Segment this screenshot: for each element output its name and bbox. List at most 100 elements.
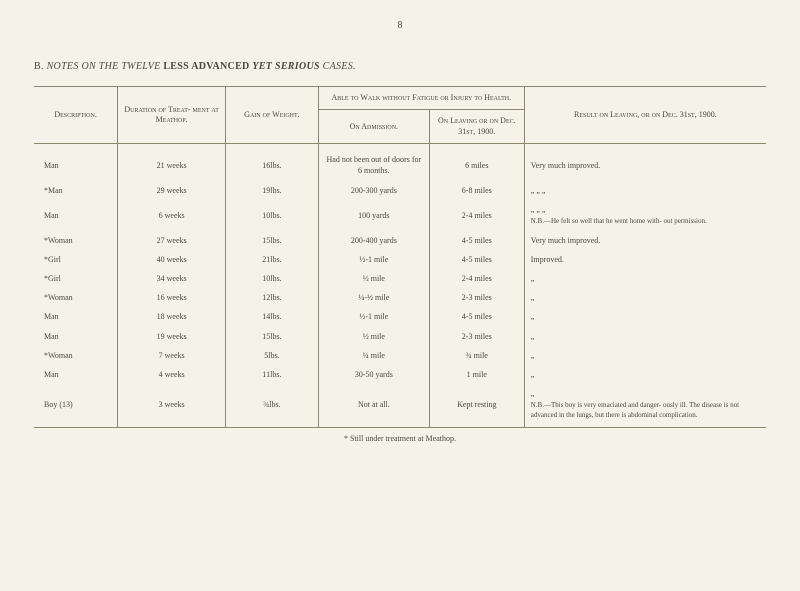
table-cell: „ bbox=[524, 327, 766, 346]
table-cell: 2-3 miles bbox=[429, 327, 524, 346]
table-cell: 4-5 miles bbox=[429, 231, 524, 250]
table-cell: 15lbs. bbox=[226, 327, 319, 346]
table-cell: 19lbs. bbox=[226, 181, 319, 200]
table-cell: „ bbox=[524, 346, 766, 365]
table-row: *Girl34 weeks10lbs.½ mile2-4 miles„ bbox=[34, 269, 766, 288]
table-row: Man6 weeks10lbs.100 yards2-4 miles„ „ „N… bbox=[34, 200, 766, 231]
table-row: *Woman27 weeks15lbs.200-400 yards4-5 mil… bbox=[34, 231, 766, 250]
table-cell: 27 weeks bbox=[118, 231, 226, 250]
col-description: Description. bbox=[34, 87, 118, 144]
table-cell: „N.B.—This boy is very emaciated and dan… bbox=[524, 384, 766, 427]
table-cell: „ „ „ bbox=[524, 181, 766, 200]
col-able: Able to Walk without Fatigue or Injury t… bbox=[318, 87, 524, 110]
table-row: Boy (13)3 weeks¾lbs.Not at all.Kept rest… bbox=[34, 384, 766, 427]
table-cell: 10lbs. bbox=[226, 200, 319, 231]
table-cell: „ bbox=[524, 365, 766, 384]
table-cell: *Girl bbox=[34, 269, 118, 288]
table-cell: 12lbs. bbox=[226, 288, 319, 307]
table-cell: „ „ „N.B.—He felt so well that he went h… bbox=[524, 200, 766, 231]
table-row: *Woman7 weeks5lbs.¼ mile¾ mile„ bbox=[34, 346, 766, 365]
table-cell: Man bbox=[34, 307, 118, 326]
table-cell: Man bbox=[34, 150, 118, 180]
table-cell: 14lbs. bbox=[226, 307, 319, 326]
table-row: Man21 weeks16lbs.Had not been out of doo… bbox=[34, 150, 766, 180]
table-cell: 34 weeks bbox=[118, 269, 226, 288]
table-cell: 1 mile bbox=[429, 365, 524, 384]
table-cell: 2-4 miles bbox=[429, 200, 524, 231]
table-cell: 10lbs. bbox=[226, 269, 319, 288]
table-cell: 16 weeks bbox=[118, 288, 226, 307]
col-gain: Gain of Weight. bbox=[226, 87, 319, 144]
title-italic-2: YET SERIOUS bbox=[252, 61, 320, 72]
table-cell: 21lbs. bbox=[226, 250, 319, 269]
table-cell: 29 weeks bbox=[118, 181, 226, 200]
table-cell: „ bbox=[524, 307, 766, 326]
section-title: B. NOTES ON THE TWELVE LESS ADVANCED YET… bbox=[34, 61, 766, 72]
table-cell: 200-300 yards bbox=[318, 181, 429, 200]
table-cell: Man bbox=[34, 200, 118, 231]
table-cell: *Woman bbox=[34, 231, 118, 250]
table-cell: Man bbox=[34, 365, 118, 384]
table-cell: ¾ mile bbox=[429, 346, 524, 365]
table-cell: ¼-½ mile bbox=[318, 288, 429, 307]
table-cell: 100 yards bbox=[318, 200, 429, 231]
title-italic-1: NOTES ON THE TWELVE bbox=[47, 61, 161, 72]
table-cell: 5lbs. bbox=[226, 346, 319, 365]
table-cell: *Man bbox=[34, 181, 118, 200]
cases-table: Description. Duration of Treat- ment at … bbox=[34, 86, 766, 428]
table-cell: 6 weeks bbox=[118, 200, 226, 231]
page-number: 8 bbox=[34, 20, 766, 31]
table-cell: 18 weeks bbox=[118, 307, 226, 326]
table-cell: ¾lbs. bbox=[226, 384, 319, 427]
table-cell: ½-1 mile bbox=[318, 307, 429, 326]
table-row: Man19 weeks15lbs.½ mile2-3 miles„ bbox=[34, 327, 766, 346]
table-cell: Very much improved. bbox=[524, 231, 766, 250]
table-cell: *Woman bbox=[34, 346, 118, 365]
table-cell: 7 weeks bbox=[118, 346, 226, 365]
table-cell: 2-3 miles bbox=[429, 288, 524, 307]
table-cell: 200-400 yards bbox=[318, 231, 429, 250]
table-cell: 6-8 miles bbox=[429, 181, 524, 200]
table-cell: *Girl bbox=[34, 250, 118, 269]
table-cell: 2-4 miles bbox=[429, 269, 524, 288]
table-cell: *Woman bbox=[34, 288, 118, 307]
table-row: *Woman16 weeks12lbs.¼-½ mile2-3 miles„ bbox=[34, 288, 766, 307]
title-bold: LESS ADVANCED bbox=[161, 61, 253, 72]
table-cell: 4-5 miles bbox=[429, 250, 524, 269]
title-prefix: B. bbox=[34, 61, 47, 72]
table-cell: Very much improved. bbox=[524, 150, 766, 180]
col-leaving: On Leaving or on Dec. 31st, 1900. bbox=[429, 110, 524, 144]
table-cell: 6 miles bbox=[429, 150, 524, 180]
table-cell: Had not been out of doors for 6 months. bbox=[318, 150, 429, 180]
table-cell: Man bbox=[34, 327, 118, 346]
table-row: *Man29 weeks19lbs.200-300 yards6-8 miles… bbox=[34, 181, 766, 200]
table-cell: 40 weeks bbox=[118, 250, 226, 269]
table-cell: ½ mile bbox=[318, 269, 429, 288]
table-cell: 3 weeks bbox=[118, 384, 226, 427]
table-cell: Boy (13) bbox=[34, 384, 118, 427]
table-cell: ¼ mile bbox=[318, 346, 429, 365]
table-cell: 21 weeks bbox=[118, 150, 226, 180]
table-cell: ½ mile bbox=[318, 327, 429, 346]
table-cell: Improved. bbox=[524, 250, 766, 269]
table-cell: 15lbs. bbox=[226, 231, 319, 250]
table-row: *Girl40 weeks21lbs.½-1 mile4-5 milesImpr… bbox=[34, 250, 766, 269]
table-cell: „ bbox=[524, 269, 766, 288]
table-row: Man18 weeks14lbs.½-1 mile4-5 miles„ bbox=[34, 307, 766, 326]
table-cell: 30-50 yards bbox=[318, 365, 429, 384]
col-admission: On Admission. bbox=[318, 110, 429, 144]
table-cell: Kept resting bbox=[429, 384, 524, 427]
table-cell: 4 weeks bbox=[118, 365, 226, 384]
col-duration: Duration of Treat- ment at Meathop. bbox=[118, 87, 226, 144]
table-row: Man4 weeks11lbs.30-50 yards1 mile„ bbox=[34, 365, 766, 384]
table-cell: 19 weeks bbox=[118, 327, 226, 346]
table-cell: 11lbs. bbox=[226, 365, 319, 384]
table-cell: 4-5 miles bbox=[429, 307, 524, 326]
table-cell: „ bbox=[524, 288, 766, 307]
title-italic-3: CASES. bbox=[320, 61, 356, 72]
table-cell: ½-1 mile bbox=[318, 250, 429, 269]
table-cell: Not at all. bbox=[318, 384, 429, 427]
col-result: Result on Leaving, or on Dec. 31st, 1900… bbox=[524, 87, 766, 144]
table-cell: 16lbs. bbox=[226, 150, 319, 180]
footnote: * Still under treatment at Meathop. bbox=[34, 434, 766, 443]
